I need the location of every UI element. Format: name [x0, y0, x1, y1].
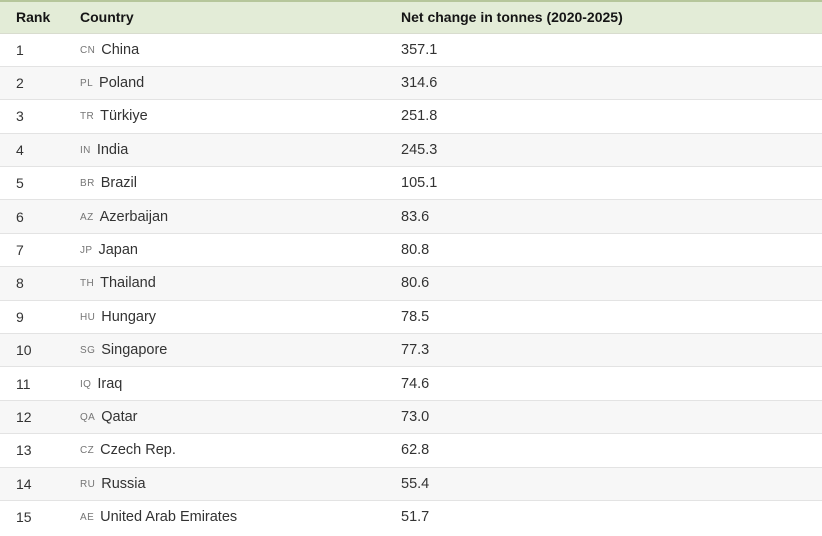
- country-name: China: [101, 41, 140, 58]
- country-code: AE: [80, 512, 95, 524]
- country-name: Singapore: [101, 342, 168, 359]
- country-cell: TH Thailand: [64, 267, 385, 300]
- country-code: HU: [80, 311, 96, 323]
- country-name: Poland: [99, 75, 145, 92]
- country-name: India: [96, 141, 129, 158]
- country-code: TH: [80, 278, 95, 290]
- country-code: PL: [80, 78, 94, 90]
- country-name: Azerbaijan: [99, 208, 169, 225]
- country-cell: IN India: [64, 133, 385, 166]
- value-cell: 51.7: [401, 509, 430, 526]
- table-header: Rank Country Net change in tonnes (2020-…: [0, 1, 822, 33]
- value-cell: 80.6: [401, 275, 430, 292]
- country-name: United Arab Emirates: [100, 509, 238, 526]
- country-cell: CN China: [64, 33, 385, 66]
- rank-cell: 6: [16, 208, 24, 225]
- country-cell: TR Türkiye: [64, 100, 385, 133]
- country-cell: QA Qatar: [64, 400, 385, 433]
- rank-cell: 8: [16, 275, 24, 292]
- table-row: 1 CN China 357.1: [0, 33, 822, 66]
- country-cell: JP Japan: [64, 233, 385, 266]
- rank-cell: 7: [16, 242, 24, 259]
- country-code: JP: [80, 245, 93, 257]
- value-cell: 80.8: [401, 242, 430, 259]
- country-name: Russia: [101, 475, 146, 492]
- rank-cell: 12: [16, 408, 32, 425]
- value-cell: 73.0: [401, 408, 430, 425]
- header-row: Rank Country Net change in tonnes (2020-…: [0, 1, 822, 33]
- country-code: SG: [80, 345, 96, 357]
- table-row: 8 TH Thailand 80.6: [0, 266, 822, 301]
- table-row: 4 IN India 245.3: [0, 133, 822, 167]
- rank-cell: 2: [16, 75, 24, 92]
- country-cell: AZ Azerbaijan: [64, 200, 385, 233]
- country-name: Brazil: [100, 175, 137, 192]
- column-header-country: Country: [80, 9, 134, 26]
- value-cell: 74.6: [401, 375, 430, 392]
- table-row: 3 TR Türkiye 251.8: [0, 99, 822, 133]
- rank-cell: 5: [16, 175, 24, 192]
- value-cell: 105.1: [401, 175, 438, 192]
- value-cell: 77.3: [401, 342, 430, 359]
- table-row: 2 PL Poland 314.6: [0, 66, 822, 100]
- value-cell: 357.1: [401, 41, 438, 58]
- rank-cell: 9: [16, 308, 24, 325]
- table-row: 12 QA Qatar 73.0: [0, 400, 822, 434]
- table-row: 5 BR Brazil 105.1: [0, 166, 822, 200]
- table-row: 9 HU Hungary 78.5: [0, 300, 822, 333]
- rank-cell: 15: [16, 509, 32, 526]
- value-cell: 62.8: [401, 442, 430, 459]
- country-name: Czech Rep.: [100, 442, 176, 459]
- country-cell: RU Russia: [64, 467, 385, 500]
- country-name: Hungary: [101, 308, 157, 325]
- country-cell: AE United Arab Emirates: [64, 500, 385, 533]
- country-cell: IQ Iraq: [64, 367, 385, 400]
- country-cell: BR Brazil: [64, 167, 385, 200]
- country-cell: SG Singapore: [64, 334, 385, 367]
- column-header-rank: Rank: [16, 9, 51, 26]
- value-cell: 78.5: [401, 308, 430, 325]
- table-row: 11 IQ Iraq 74.6: [0, 366, 822, 400]
- value-cell: 83.6: [401, 208, 430, 225]
- rank-cell: 11: [16, 375, 31, 392]
- country-name: Türkiye: [100, 108, 148, 125]
- country-code: AZ: [80, 211, 94, 223]
- country-cell: HU Hungary: [64, 300, 385, 333]
- country-cell: CZ Czech Rep.: [64, 434, 385, 467]
- country-cell: PL Poland: [64, 66, 385, 99]
- value-cell: 245.3: [401, 141, 438, 158]
- value-cell: 314.6: [401, 75, 438, 92]
- country-code: QA: [80, 411, 96, 423]
- rank-cell: 10: [16, 342, 32, 359]
- rank-cell: 3: [16, 108, 24, 125]
- country-code: CZ: [80, 445, 95, 457]
- table-row: 14 RU Russia 55.4: [0, 467, 822, 501]
- table-row: 13 CZ Czech Rep. 62.8: [0, 433, 822, 467]
- country-name: Japan: [98, 242, 138, 259]
- column-header-net-change: Net change in tonnes (2020-2025): [401, 9, 623, 26]
- table-row: 6 AZ Azerbaijan 83.6: [0, 199, 822, 234]
- rank-cell: 4: [16, 141, 24, 158]
- table-row: 7 JP Japan 80.8: [0, 233, 822, 266]
- table-row: 10 SG Singapore 77.3: [0, 333, 822, 367]
- country-code: RU: [80, 478, 96, 490]
- value-cell: 251.8: [401, 108, 438, 125]
- table-body: 1 CN China 357.1 2 PL Poland 314.6 3 TR Türkiye 251…: [0, 33, 822, 534]
- country-name: Thailand: [100, 275, 156, 292]
- rank-cell: 14: [16, 475, 32, 492]
- value-cell: 55.4: [401, 475, 430, 492]
- table-row: 15 AE United Arab Emirates 51.7: [0, 500, 822, 533]
- rank-cell: 13: [16, 442, 32, 459]
- country-name: Iraq: [97, 375, 123, 392]
- country-code: CN: [80, 44, 96, 56]
- country-code: BR: [80, 178, 95, 190]
- rank-cell: 1: [16, 41, 24, 58]
- country-code: IQ: [80, 378, 92, 390]
- country-name: Qatar: [101, 408, 138, 425]
- country-code: IN: [80, 144, 91, 156]
- country-code: TR: [80, 111, 95, 123]
